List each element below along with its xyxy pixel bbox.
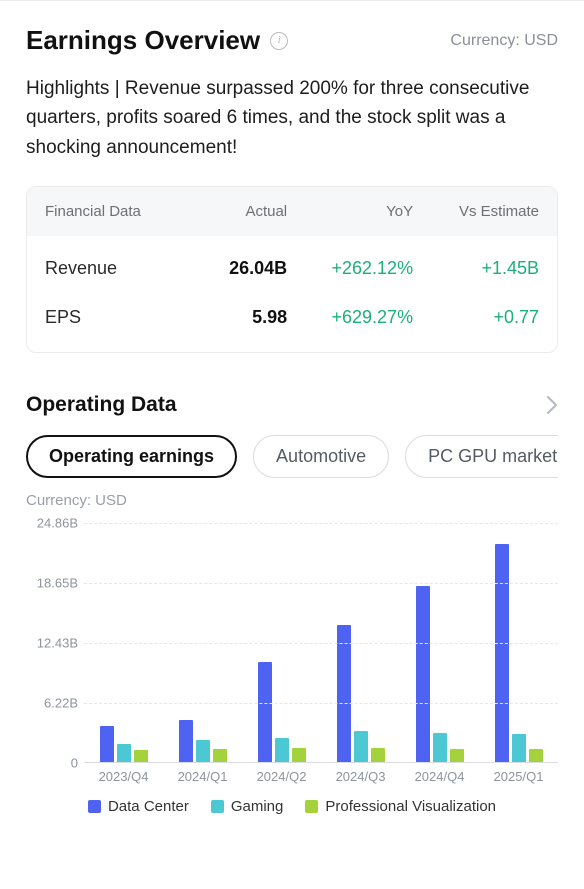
bar bbox=[292, 748, 306, 762]
bar bbox=[100, 726, 114, 763]
x-axis-label: 2024/Q2 bbox=[242, 769, 321, 784]
financial-data-table: Financial Data Actual YoY Vs Estimate Re… bbox=[26, 186, 558, 353]
metric-label: Revenue bbox=[45, 258, 190, 279]
table-row: Revenue26.04B+262.12%+1.45B bbox=[45, 244, 539, 293]
metric-label: EPS bbox=[45, 307, 190, 328]
metric-yoy: +629.27% bbox=[287, 307, 413, 328]
gridline bbox=[84, 643, 558, 644]
bar bbox=[134, 750, 148, 763]
y-axis-label: 18.65B bbox=[37, 576, 78, 591]
x-axis-label: 2025/Q1 bbox=[479, 769, 558, 784]
table-header-cell: Vs Estimate bbox=[413, 203, 539, 220]
currency-label: Currency: USD bbox=[450, 32, 558, 50]
table-header-cell: Actual bbox=[190, 203, 287, 220]
bar bbox=[213, 749, 227, 763]
legend-swatch bbox=[88, 800, 101, 813]
tabs: Operating earnings Automotive PC GPU marke… bbox=[26, 435, 558, 478]
bar bbox=[354, 731, 368, 762]
table-header-cell: YoY bbox=[287, 203, 413, 220]
operating-data-header[interactable]: Operating Data bbox=[26, 393, 558, 417]
table-header-row: Financial Data Actual YoY Vs Estimate bbox=[27, 187, 557, 236]
bar bbox=[450, 749, 464, 763]
table-header-cell: Financial Data bbox=[45, 203, 190, 220]
bar bbox=[371, 748, 385, 762]
x-axis-label: 2024/Q4 bbox=[400, 769, 479, 784]
legend-item: Gaming bbox=[211, 798, 284, 815]
x-axis-label: 2024/Q1 bbox=[163, 769, 242, 784]
metric-yoy: +262.12% bbox=[287, 258, 413, 279]
gridline bbox=[84, 703, 558, 704]
legend-swatch bbox=[305, 800, 318, 813]
y-axis-label: 6.22B bbox=[44, 696, 78, 711]
metric-actual: 26.04B bbox=[190, 258, 287, 279]
legend-label: Professional Visualization bbox=[325, 798, 496, 815]
highlights-text: Highlights | Revenue surpassed 200% for … bbox=[26, 74, 558, 162]
bar bbox=[275, 738, 289, 762]
table-row: EPS5.98+629.27%+0.77 bbox=[45, 293, 539, 342]
chart-currency-label: Currency: USD bbox=[26, 492, 558, 509]
gridline bbox=[84, 523, 558, 524]
bar bbox=[196, 740, 210, 762]
tab-pc-gpu-market-share[interactable]: PC GPU market share bbox=[405, 435, 558, 478]
header: Earnings Overview i Currency: USD bbox=[26, 25, 558, 56]
bar bbox=[179, 720, 193, 762]
bar bbox=[529, 749, 543, 763]
y-axis-label: 24.86B bbox=[37, 516, 78, 531]
info-icon[interactable]: i bbox=[270, 32, 288, 50]
y-axis-label: 12.43B bbox=[37, 636, 78, 651]
gridline bbox=[84, 583, 558, 584]
bar bbox=[512, 734, 526, 762]
tab-automotive[interactable]: Automotive bbox=[253, 435, 389, 478]
metric-actual: 5.98 bbox=[190, 307, 287, 328]
chevron-right-icon bbox=[546, 395, 558, 415]
legend-swatch bbox=[211, 800, 224, 813]
x-axis-label: 2024/Q3 bbox=[321, 769, 400, 784]
tab-operating-earnings[interactable]: Operating earnings bbox=[26, 435, 237, 478]
legend-label: Data Center bbox=[108, 798, 189, 815]
bar bbox=[416, 586, 430, 763]
y-axis-label: 0 bbox=[71, 756, 78, 771]
x-axis-label: 2023/Q4 bbox=[84, 769, 163, 784]
legend-item: Data Center bbox=[88, 798, 189, 815]
legend-item: Professional Visualization bbox=[305, 798, 496, 815]
bar bbox=[495, 544, 509, 762]
section-title: Operating Data bbox=[26, 393, 177, 417]
legend-label: Gaming bbox=[231, 798, 284, 815]
bar bbox=[433, 733, 447, 762]
bar bbox=[337, 625, 351, 762]
metric-vs-estimate: +1.45B bbox=[413, 258, 539, 279]
bar bbox=[258, 662, 272, 762]
bar bbox=[117, 744, 131, 762]
page-title: Earnings Overview bbox=[26, 25, 260, 56]
operating-earnings-chart: 06.22B12.43B18.65B24.86B bbox=[26, 523, 558, 763]
metric-vs-estimate: +0.77 bbox=[413, 307, 539, 328]
